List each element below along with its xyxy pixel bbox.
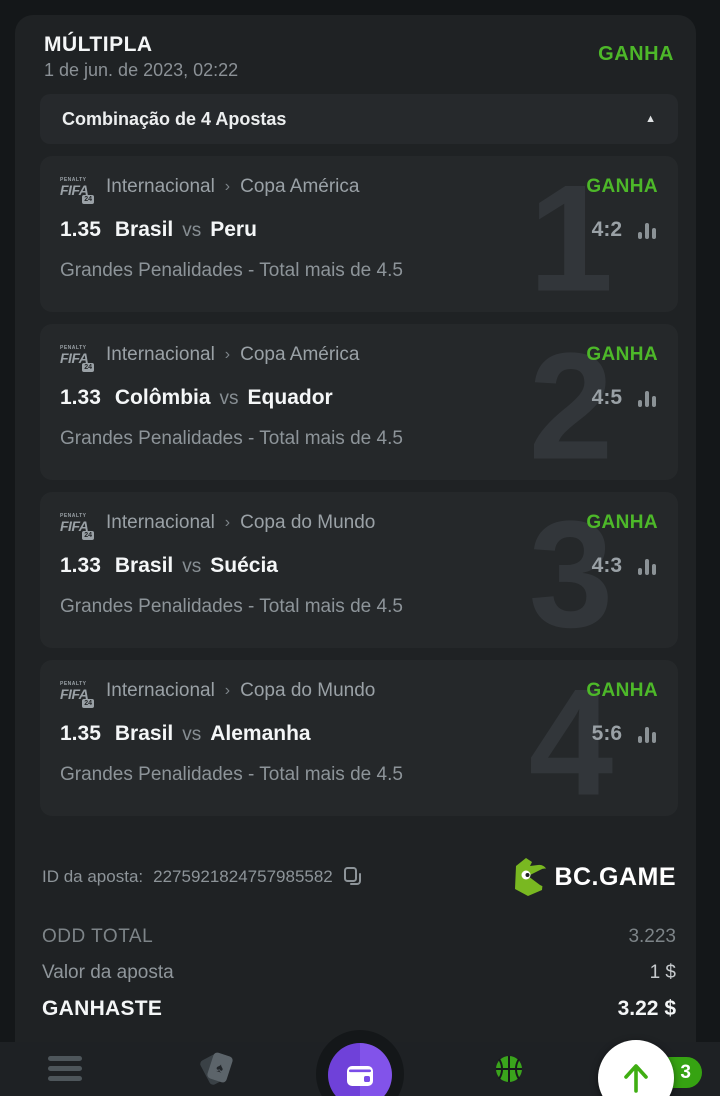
wallet-button[interactable] — [328, 1043, 392, 1096]
match-score: 4:5 — [591, 386, 622, 409]
combination-toggle[interactable]: Combinação de 4 Apostas ▲ — [40, 94, 678, 144]
away-team: Suécia — [210, 554, 278, 577]
away-team: Equador — [247, 386, 333, 409]
odd-value: 1.33 — [60, 386, 101, 409]
vs-label: vs — [182, 724, 202, 745]
match-score: 5:6 — [591, 722, 622, 745]
bet-number-watermark: 4 — [528, 660, 614, 816]
breadcrumb-category: Internacional — [106, 680, 215, 701]
basketball-icon — [496, 1056, 522, 1082]
fifa-penalty-icon: PENALTY FIFA 24 — [60, 681, 94, 708]
bet-number-watermark: 2 — [528, 324, 614, 480]
menu-button[interactable] — [48, 1056, 82, 1081]
bet-id-label: ID da aposta: — [42, 867, 144, 886]
copy-icon[interactable] — [343, 866, 363, 888]
bet-leg-status: GANHA — [586, 512, 658, 533]
away-team: Peru — [210, 218, 257, 241]
breadcrumb-competition: Copa América — [240, 344, 360, 365]
match-score: 4:3 — [591, 554, 622, 577]
stats-bars-icon[interactable] — [636, 555, 658, 577]
odd-total-value: 3.223 — [628, 926, 676, 947]
bet-header-text: MÚLTIPLA 1 de jun. de 2023, 02:22 — [44, 31, 238, 82]
casino-games-button[interactable]: ♠ — [198, 1050, 238, 1090]
home-team: Brasil — [114, 554, 174, 577]
home-team: Brasil — [114, 722, 174, 745]
winnings-label: GANHASTE — [42, 997, 163, 1020]
market-description: Grandes Penalidades - Total mais de 4.5 — [60, 596, 403, 617]
stats-bars-icon[interactable] — [636, 723, 658, 745]
home-team: Brasil — [114, 218, 174, 241]
wallet-icon — [347, 1066, 373, 1086]
bet-leg-status: GANHA — [586, 176, 658, 197]
fifa-penalty-icon: PENALTY FIFA 24 — [60, 177, 94, 204]
match-score: 4:2 — [591, 218, 622, 241]
breadcrumb-category: Internacional — [106, 512, 215, 533]
vs-label: vs — [219, 388, 239, 409]
bet-card-header: PENALTY FIFA 24 Internacional › Copa Amé… — [60, 172, 658, 204]
breadcrumb-separator-icon: › — [224, 178, 231, 195]
breadcrumb-separator-icon: › — [224, 346, 231, 363]
stats-bars-icon[interactable] — [636, 387, 658, 409]
breadcrumb-competition: Copa América — [240, 176, 360, 197]
market-description: Grandes Penalidades - Total mais de 4.5 — [60, 428, 403, 449]
stake-value: 1 $ — [649, 962, 676, 983]
bet-card-header: PENALTY FIFA 24 Internacional › Copa Amé… — [60, 340, 658, 372]
odd-value: 1.33 — [60, 554, 101, 577]
bet-header: MÚLTIPLA 1 de jun. de 2023, 02:22 GANHA — [40, 31, 678, 82]
up-arrow-icon — [624, 1064, 648, 1093]
bet-slip-panel: MÚLTIPLA 1 de jun. de 2023, 02:22 GANHA … — [15, 15, 696, 1096]
bet-type-title: MÚLTIPLA — [44, 33, 153, 56]
home-team: Colômbia — [114, 386, 211, 409]
bet-card[interactable]: 4 PENALTY FIFA 24 Internacional › Copa d… — [40, 660, 678, 816]
breadcrumb-separator-icon: › — [224, 514, 231, 531]
bc-game-logo: BC.GAME — [510, 856, 676, 898]
away-team: Alemanha — [210, 722, 311, 745]
fifa-penalty-icon: PENALTY FIFA 24 — [60, 513, 94, 540]
bet-card-header: PENALTY FIFA 24 Internacional › Copa do … — [60, 508, 658, 540]
bet-card-header: PENALTY FIFA 24 Internacional › Copa do … — [60, 676, 658, 708]
stats-bars-icon[interactable] — [636, 219, 658, 241]
odd-value: 1.35 — [60, 722, 101, 745]
bet-date: 1 de jun. de 2023, 02:22 — [44, 60, 239, 80]
sports-button[interactable] — [494, 1054, 524, 1084]
brand-name: BC.GAME — [554, 862, 676, 891]
collapse-icon[interactable]: ▲ — [645, 113, 656, 125]
vs-label: vs — [182, 556, 202, 577]
betslip-count: 3 — [680, 1061, 691, 1083]
market-description: Grandes Penalidades - Total mais de 4.5 — [60, 260, 403, 281]
scroll-top-button[interactable] — [598, 1040, 674, 1096]
market-description: Grandes Penalidades - Total mais de 4.5 — [60, 764, 403, 785]
combination-label: Combinação de 4 Apostas — [62, 108, 287, 129]
stake-label: Valor da aposta — [42, 962, 174, 983]
vs-label: vs — [182, 220, 202, 241]
breadcrumb-separator-icon: › — [224, 682, 231, 699]
breadcrumb-category: Internacional — [106, 344, 215, 365]
bet-number-watermark: 1 — [528, 156, 614, 312]
bc-game-mascot-icon — [515, 858, 547, 896]
bet-card[interactable]: 1 PENALTY FIFA 24 Internacional › Copa A… — [40, 156, 678, 312]
odd-value: 1.35 — [60, 218, 101, 241]
breadcrumb-competition: Copa do Mundo — [240, 680, 376, 701]
bet-status-badge: GANHA — [598, 43, 674, 65]
winnings-value: 3.22 $ — [617, 997, 676, 1020]
bet-card[interactable]: 3 PENALTY FIFA 24 Internacional › Copa d… — [40, 492, 678, 648]
bet-card[interactable]: 2 PENALTY FIFA 24 Internacional › Copa A… — [40, 324, 678, 480]
bet-number-watermark: 3 — [528, 492, 614, 648]
breadcrumb-competition: Copa do Mundo — [240, 512, 376, 533]
bet-id-value: 2275921824757985582 — [153, 867, 333, 886]
odd-total-label: ODD TOTAL — [42, 926, 154, 947]
breadcrumb-category: Internacional — [106, 176, 215, 197]
bet-leg-status: GANHA — [586, 344, 658, 365]
bet-leg-status: GANHA — [586, 680, 658, 701]
fifa-penalty-icon: PENALTY FIFA 24 — [60, 345, 94, 372]
